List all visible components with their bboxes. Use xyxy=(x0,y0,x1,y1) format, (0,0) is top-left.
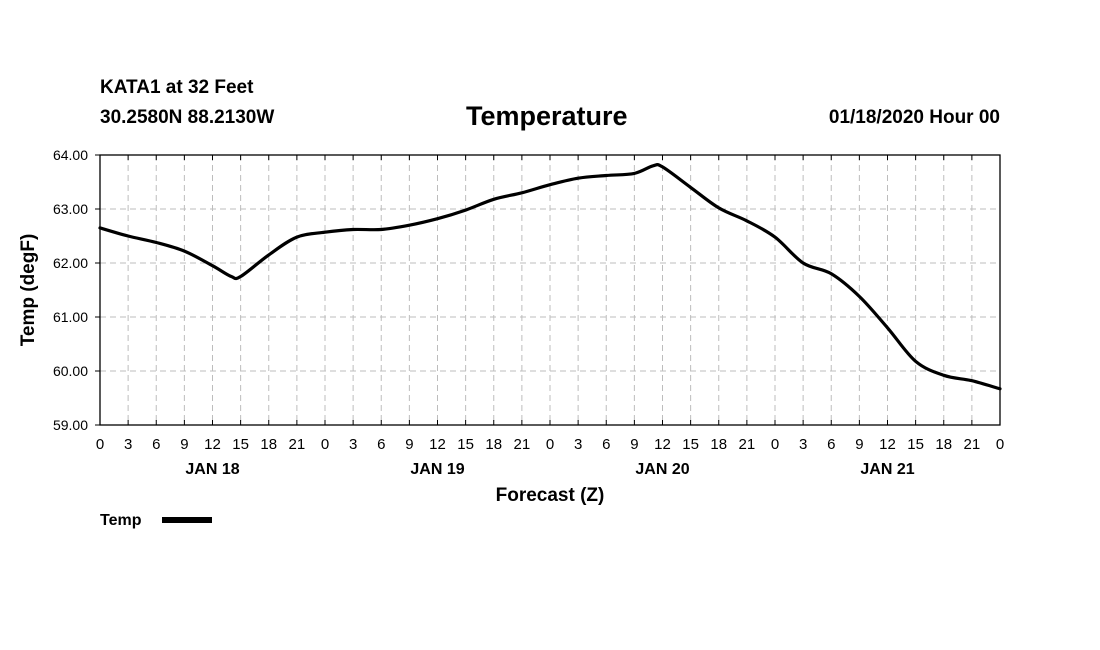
station-label: KATA1 at 32 Feet xyxy=(100,77,254,98)
y-axis-label: Temp (degF) xyxy=(18,234,39,347)
x-tick-label: 0 xyxy=(771,436,779,453)
x-tick-label: 21 xyxy=(514,436,531,453)
y-tick-label: 62.00 xyxy=(53,255,88,271)
x-tick-label: 18 xyxy=(260,436,277,453)
y-tick-label: 63.00 xyxy=(53,201,88,217)
plot-frame xyxy=(99,154,1001,426)
y-tick-label: 60.00 xyxy=(53,363,88,379)
x-tick-label: 0 xyxy=(321,436,329,453)
x-tick-label: 6 xyxy=(827,436,835,453)
x-tick-label: 12 xyxy=(429,436,446,453)
temp-series-line xyxy=(98,162,1002,391)
y-tick-label: 61.00 xyxy=(53,309,88,325)
x-tick-label: 15 xyxy=(907,436,924,453)
x-tick-label: 18 xyxy=(485,436,502,453)
x-tick-label: 21 xyxy=(739,436,756,453)
x-tick-label: 21 xyxy=(964,436,981,453)
x-tick-label: 6 xyxy=(152,436,160,453)
y-tick-label: 64.00 xyxy=(53,147,88,163)
x-tick-label: 3 xyxy=(574,436,582,453)
model-run-time: 01/18/2020 Hour 00 xyxy=(828,107,1000,128)
x-tick-label: 3 xyxy=(799,436,807,453)
x-tick-label: 15 xyxy=(457,436,474,453)
x-axis-label: Forecast (Z) xyxy=(496,485,605,506)
x-tick-label: 18 xyxy=(710,436,727,453)
x-tick-label: 9 xyxy=(405,436,413,453)
x-tick-label: 0 xyxy=(96,436,104,453)
y-tick-label: 59.00 xyxy=(53,417,88,433)
x-tick-label: 3 xyxy=(349,436,357,453)
x-tick-label: 12 xyxy=(879,436,896,453)
chart-title: Temperature xyxy=(466,101,628,131)
station-coordinates: 30.2580N 88.2130W xyxy=(100,107,275,128)
x-tick-label: 0 xyxy=(546,436,554,453)
x-tick-label: 15 xyxy=(232,436,249,453)
legend: Temp xyxy=(100,512,212,529)
date-label: JAN 19 xyxy=(410,461,464,478)
x-tick-label: 6 xyxy=(602,436,610,453)
x-tick-label: 18 xyxy=(935,436,952,453)
date-label: JAN 21 xyxy=(860,461,914,478)
x-tick-label: 15 xyxy=(682,436,699,453)
x-tick-label: 3 xyxy=(124,436,132,453)
date-label: JAN 20 xyxy=(635,461,689,478)
x-tick-label: 9 xyxy=(855,436,863,453)
x-tick-label: 12 xyxy=(654,436,671,453)
x-tick-label: 9 xyxy=(180,436,188,453)
x-tick-label: 0 xyxy=(996,436,1004,453)
legend-label: Temp xyxy=(100,512,142,529)
x-tick-label: 12 xyxy=(204,436,221,453)
x-tick-label: 6 xyxy=(377,436,385,453)
date-label: JAN 18 xyxy=(185,461,239,478)
x-tick-label: 9 xyxy=(630,436,638,453)
x-tick-label: 21 xyxy=(289,436,306,453)
